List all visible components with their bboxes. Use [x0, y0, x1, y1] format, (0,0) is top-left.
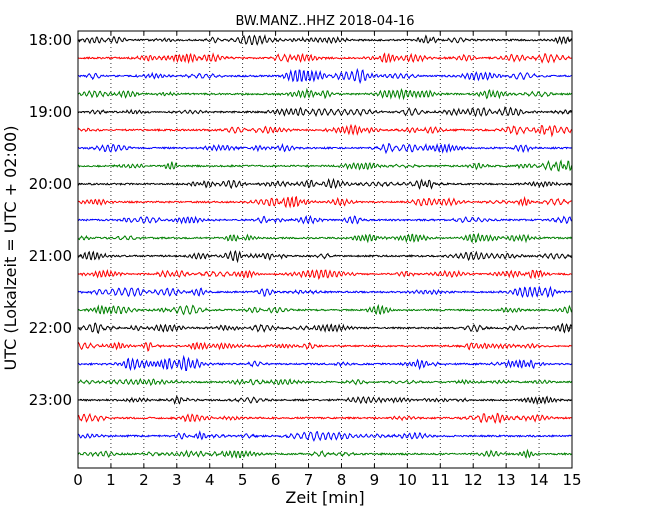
trace-1845 — [77, 87, 572, 101]
trace-2330 — [77, 430, 572, 442]
y-tick-label-1: 19:00 — [29, 103, 72, 121]
trace-1830 — [77, 67, 572, 85]
trace-1930 — [77, 142, 572, 155]
trace-2015 — [77, 195, 572, 209]
x-tick-label-9: 9 — [370, 471, 380, 489]
trace-1915 — [77, 123, 572, 138]
trace-2215 — [77, 341, 572, 352]
x-tick-label-15: 15 — [562, 471, 581, 489]
x-tick-label-8: 8 — [337, 471, 347, 489]
grid-lines — [110, 31, 540, 468]
trace-2130 — [77, 285, 572, 299]
trace-2345 — [77, 448, 572, 459]
x-tick-label-4: 4 — [205, 471, 215, 489]
trace-2245 — [77, 377, 572, 387]
trace-2115 — [77, 268, 572, 281]
y-tick-label-3: 21:00 — [29, 247, 72, 265]
x-tick-label-0: 0 — [73, 471, 83, 489]
y-tick-label-5: 23:00 — [29, 391, 72, 409]
chart-title: BW.MANZ..HHZ 2018-04-16 — [235, 14, 414, 29]
x-tick-label-14: 14 — [530, 471, 549, 489]
plot-frame — [77, 30, 573, 469]
x-tick-label-7: 7 — [304, 471, 314, 489]
trace-2300 — [77, 395, 572, 406]
x-tick-label-13: 13 — [497, 471, 516, 489]
x-tick-label-11: 11 — [431, 471, 450, 489]
trace-2145 — [77, 303, 572, 316]
trace-1800 — [77, 34, 572, 46]
trace-2030 — [77, 214, 572, 225]
trace-2200 — [77, 322, 572, 335]
x-tick-labels: 0 1 2 3 4 5 6 7 8 9 10 11 12 13 14 15 — [73, 471, 581, 489]
x-tick-label-2: 2 — [139, 471, 149, 489]
trace-2000 — [77, 177, 572, 190]
trace-2045 — [77, 232, 572, 244]
x-tick-label-1: 1 — [106, 471, 116, 489]
seismic-traces — [77, 34, 572, 459]
x-tick-label-5: 5 — [238, 471, 248, 489]
y-tick-labels: 18:00 19:00 20:00 21:00 22:00 23:00 — [29, 31, 72, 409]
axis-ticks — [77, 31, 573, 468]
y-tick-label-4: 22:00 — [29, 319, 72, 337]
y-tick-label-0: 18:00 — [29, 31, 72, 49]
x-tick-label-3: 3 — [172, 471, 182, 489]
x-tick-label-10: 10 — [398, 471, 417, 489]
x-tick-label-6: 6 — [271, 471, 281, 489]
y-tick-label-2: 20:00 — [29, 175, 72, 193]
trace-1945 — [77, 159, 572, 172]
trace-2230 — [77, 354, 572, 372]
trace-2100 — [77, 249, 572, 264]
trace-1900 — [77, 106, 572, 118]
x-tick-label-12: 12 — [464, 471, 483, 489]
trace-2315 — [77, 412, 572, 424]
x-axis-label: Zeit [min] — [285, 488, 364, 507]
trace-1815 — [77, 52, 572, 65]
y-axis-label: UTC (Lokalzeit = UTC + 02:00) — [1, 126, 20, 371]
